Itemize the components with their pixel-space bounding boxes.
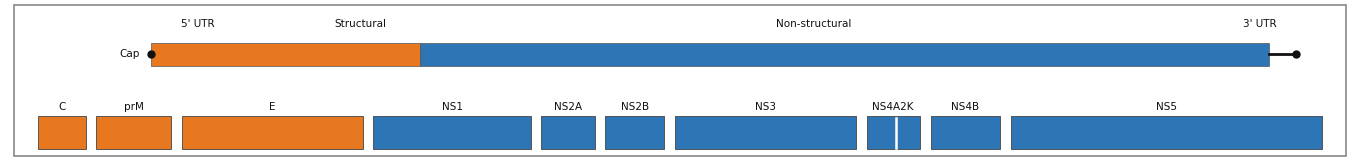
Bar	[97, 116, 171, 149]
Text: 5' UTR: 5' UTR	[181, 19, 215, 29]
Text: 3' UTR: 3' UTR	[1243, 19, 1277, 29]
Bar	[541, 116, 594, 149]
Text: NS2B: NS2B	[620, 102, 649, 112]
Text: E: E	[269, 102, 276, 112]
Text: NS3: NS3	[755, 102, 775, 112]
Bar	[1010, 116, 1322, 149]
Bar	[930, 116, 1000, 149]
Text: NS1: NS1	[442, 102, 462, 112]
Text: NS5: NS5	[1156, 102, 1176, 112]
Bar	[181, 116, 363, 149]
Text: Cap: Cap	[120, 49, 140, 59]
Text: C: C	[58, 102, 65, 112]
Bar	[151, 43, 420, 66]
Text: prM: prM	[124, 102, 144, 112]
Bar	[420, 43, 1269, 66]
Bar	[866, 116, 919, 149]
Bar	[605, 116, 664, 149]
Bar	[374, 116, 530, 149]
Text: NS4B: NS4B	[951, 102, 979, 112]
Bar	[675, 116, 855, 149]
Text: NS4A2K: NS4A2K	[873, 102, 914, 112]
Text: Non-structural: Non-structural	[775, 19, 851, 29]
Text: NS2A: NS2A	[554, 102, 582, 112]
Bar	[38, 116, 86, 149]
Text: Structural: Structural	[335, 19, 386, 29]
